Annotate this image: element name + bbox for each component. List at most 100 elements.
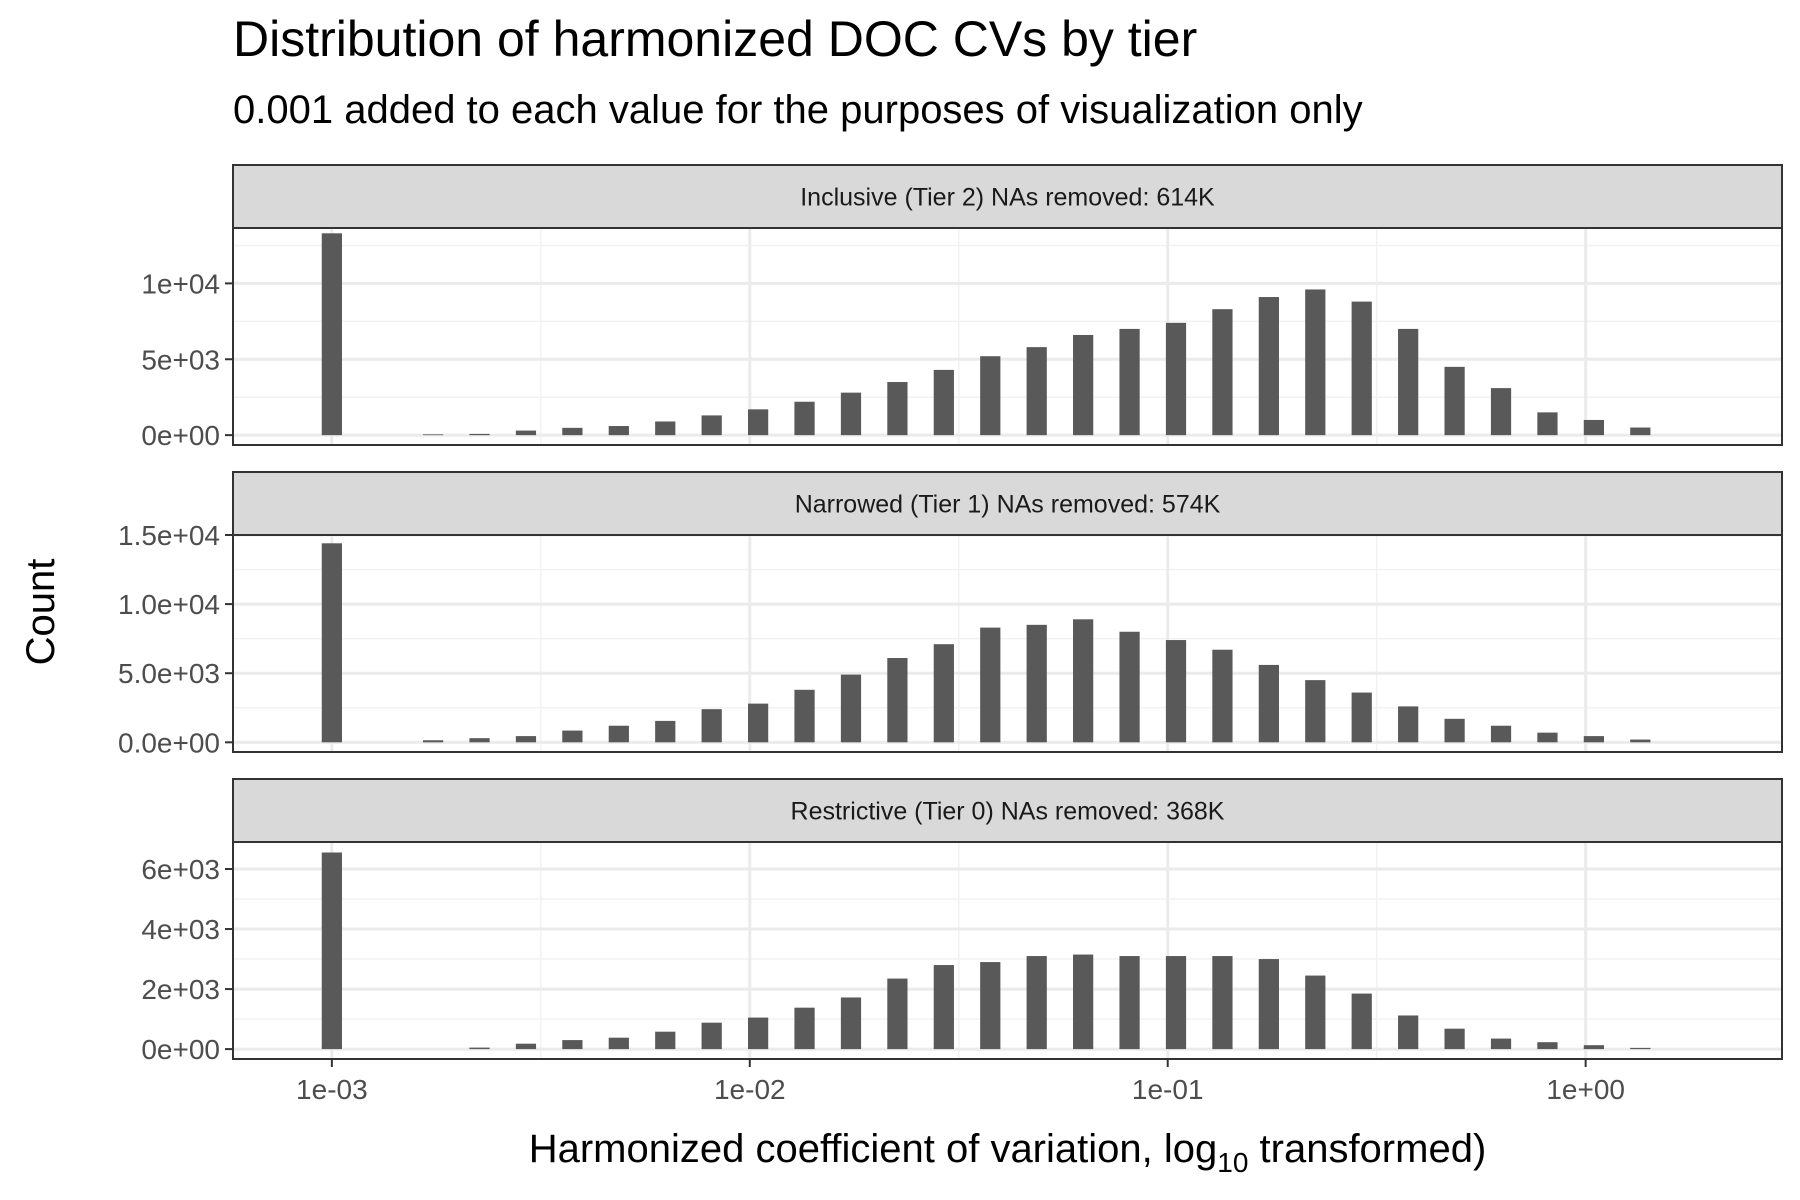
- histogram-bar: [1537, 732, 1558, 743]
- y-tick-label: 4e+03: [141, 914, 220, 945]
- panel-background: [233, 842, 1782, 1059]
- histogram-bar: [1258, 664, 1279, 743]
- facet-strip: [232, 164, 1783, 229]
- histogram-bar: [1212, 956, 1233, 1050]
- histogram-bar: [887, 658, 908, 743]
- histogram-bar: [1212, 649, 1233, 743]
- histogram-bar: [562, 427, 583, 436]
- histogram-bar: [1630, 1047, 1651, 1050]
- histogram-bar: [1026, 956, 1047, 1050]
- facet-strip-label: Inclusive (Tier 2) NAs removed: 614K: [800, 184, 1215, 212]
- histogram-bar: [1073, 954, 1094, 1050]
- histogram-bar: [1165, 640, 1187, 743]
- histogram-bar: [1119, 328, 1140, 436]
- x-axis-title-end: transformed): [1248, 1127, 1486, 1171]
- histogram-bar: [515, 1043, 537, 1050]
- histogram-bar: [747, 703, 769, 743]
- histogram-bar: [1351, 692, 1372, 743]
- histogram-bar: [1165, 322, 1187, 436]
- histogram-bar: [655, 1031, 676, 1050]
- x-tick-label: 1e-03: [296, 1074, 368, 1105]
- histogram-bar: [1444, 1028, 1465, 1050]
- histogram-bar: [321, 543, 342, 743]
- histogram-bar: [701, 1022, 722, 1050]
- histogram-bar: [1444, 718, 1465, 743]
- histogram-bar: [794, 689, 815, 743]
- histogram-bar: [1490, 388, 1512, 436]
- chart-subtitle: 0.001 added to each value for the purpos…: [233, 88, 1363, 132]
- histogram-bar: [1490, 725, 1512, 743]
- histogram-bar: [933, 965, 954, 1050]
- x-tick-label: 1e-02: [714, 1074, 786, 1105]
- histogram-bar: [562, 1040, 583, 1050]
- histogram-bar: [840, 392, 862, 436]
- facet-strip-label: Restrictive (Tier 0) NAs removed: 368K: [791, 798, 1225, 826]
- histogram-bar: [1398, 328, 1419, 436]
- y-tick-label: 2e+03: [141, 974, 220, 1005]
- histogram-bar: [1305, 975, 1326, 1050]
- y-tick-label: 0e+00: [141, 1034, 220, 1065]
- histogram-bar: [747, 409, 769, 436]
- panel-background: [233, 228, 1782, 445]
- histogram-bar: [1165, 956, 1187, 1050]
- x-axis-title-subscript: 10: [1217, 1147, 1248, 1178]
- histogram-bar: [1119, 631, 1140, 743]
- histogram-bar: [608, 725, 629, 743]
- y-tick-label: 0.0e+00: [118, 727, 220, 758]
- histogram-bar: [1583, 419, 1604, 436]
- x-axis-title-main: Harmonized coefficient of variation,: [529, 1127, 1164, 1171]
- facet-strip: [232, 778, 1783, 843]
- histogram-bar: [701, 709, 722, 743]
- histogram-bar: [1444, 366, 1465, 436]
- histogram-bar: [1398, 706, 1419, 743]
- histogram-bar: [887, 978, 908, 1050]
- histogram-bar: [933, 369, 954, 436]
- histogram-bar: [1490, 1038, 1512, 1050]
- histogram-bar: [1073, 334, 1094, 436]
- histogram-bar: [701, 415, 722, 436]
- histogram-bar: [321, 233, 342, 436]
- histogram-bar: [794, 1007, 815, 1050]
- histogram-bar: [1351, 301, 1372, 436]
- histogram-bar: [608, 426, 629, 436]
- facet-strip: [232, 471, 1783, 536]
- histogram-bar: [887, 382, 908, 436]
- histogram-bar: [1119, 956, 1140, 1050]
- histogram-bar: [1583, 1045, 1604, 1050]
- histogram-bar: [747, 1017, 769, 1050]
- y-tick-label: 0e+00: [141, 420, 220, 451]
- histogram-bar: [1537, 1042, 1558, 1050]
- x-tick-label: 1e-01: [1132, 1074, 1204, 1105]
- histogram-bar: [655, 720, 676, 743]
- histogram-bar: [1026, 347, 1047, 436]
- histogram-bar: [1305, 680, 1326, 743]
- histogram-bar: [469, 433, 490, 436]
- histogram-bar: [1351, 993, 1372, 1050]
- histogram-bar: [321, 852, 342, 1050]
- histogram-bar: [1073, 619, 1094, 743]
- histogram-bar: [794, 401, 815, 436]
- histogram-bar: [1398, 1015, 1419, 1050]
- histogram-bar: [980, 962, 1001, 1050]
- histogram-bar: [980, 356, 1001, 436]
- histogram-bar: [1212, 309, 1233, 436]
- histogram-bar: [1258, 959, 1279, 1050]
- histogram-bar: [562, 730, 583, 743]
- histogram-bar: [1583, 736, 1604, 743]
- histogram-bar: [515, 736, 537, 743]
- histogram-bar: [1305, 289, 1326, 436]
- y-tick-label: 1.0e+04: [118, 589, 220, 620]
- histogram-bar: [980, 627, 1001, 743]
- histogram-bar: [515, 430, 537, 436]
- histogram-bar: [422, 740, 444, 743]
- y-tick-label: 5e+03: [141, 344, 220, 375]
- y-tick-label: 5.0e+03: [118, 658, 220, 689]
- histogram-bar: [469, 1047, 490, 1050]
- y-tick-label: 1.5e+04: [118, 520, 220, 551]
- histogram-bar: [840, 674, 862, 743]
- y-axis-title: Count: [19, 559, 63, 666]
- histogram-bar: [469, 738, 490, 743]
- y-tick-label: 6e+03: [141, 854, 220, 885]
